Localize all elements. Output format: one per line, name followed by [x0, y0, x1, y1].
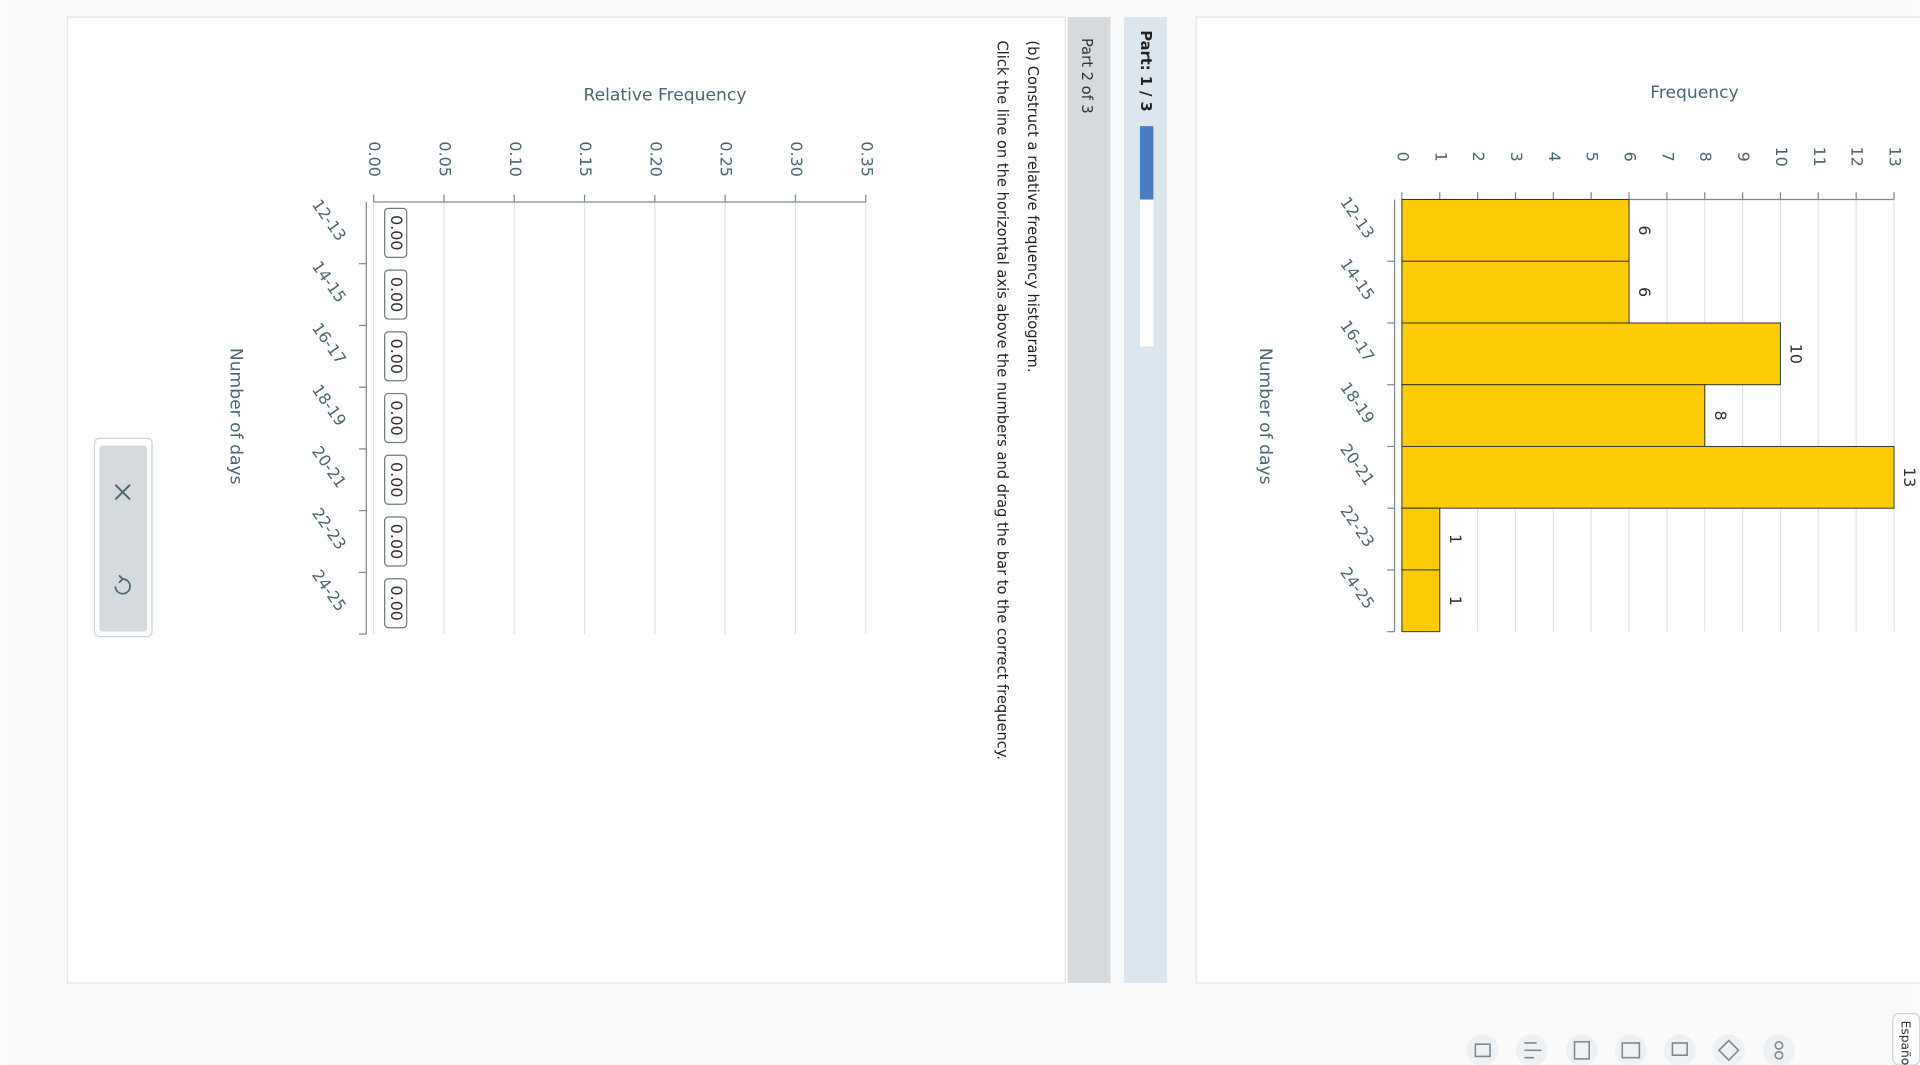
value-input[interactable] — [384, 516, 408, 567]
value-label: 0.00 — [387, 524, 406, 559]
value-input[interactable] — [384, 331, 408, 382]
icon-glyph — [1474, 1043, 1491, 1058]
x-tick-label: 0.30 — [787, 141, 806, 176]
bar — [1401, 445, 1895, 509]
x-tick-label: 0.10 — [506, 141, 525, 176]
bar — [1401, 260, 1630, 324]
x-tick-label: 0.35 — [857, 141, 876, 176]
part-indicator: Part: 1 / 3 — [1137, 30, 1154, 111]
icon-glyph — [1774, 1040, 1784, 1050]
x-tick-label: 7 — [1658, 152, 1677, 162]
tool-box-inner — [99, 445, 148, 632]
value-input[interactable] — [384, 269, 408, 320]
value-label: 0.00 — [387, 586, 406, 621]
x-tick-label: 0.25 — [717, 141, 736, 176]
x-tick-label: 0.00 — [365, 141, 384, 176]
axis-label: Number of days — [1255, 348, 1275, 485]
x-tick-label: 0.05 — [435, 141, 454, 176]
instruction-text: Click the line on the horizontal axis ab… — [994, 40, 1011, 760]
value-label: 0.00 — [387, 215, 406, 250]
bar — [1401, 199, 1630, 262]
x-tick-label: 10 — [1772, 147, 1791, 167]
bar — [1401, 322, 1781, 386]
icon-glyph — [1573, 1040, 1591, 1060]
x-tick-label: 11 — [1810, 147, 1829, 167]
tool-icon[interactable] — [1565, 1034, 1598, 1065]
part-label: Part 2 of 3 — [1078, 38, 1095, 114]
reset-button[interactable] — [114, 574, 131, 595]
tool-icon[interactable] — [1712, 1034, 1745, 1065]
icon-glyph — [1671, 1042, 1688, 1057]
tool-icon[interactable] — [1466, 1034, 1499, 1065]
value-label: 6 — [1635, 225, 1654, 235]
answer-panel — [66, 16, 1066, 984]
x-tick-label: 6 — [1621, 152, 1640, 162]
x-tick-label: 0 — [1393, 152, 1412, 162]
instruction-title: (b) Construct a relative frequency histo… — [1024, 40, 1041, 372]
chart-title: Frequency — [1650, 83, 1738, 103]
bar — [1401, 507, 1441, 571]
bar — [1401, 384, 1706, 447]
clear-button[interactable] — [114, 484, 131, 501]
progress-fill — [1139, 126, 1154, 200]
value-input[interactable] — [384, 392, 408, 444]
value-label: 0.00 — [387, 400, 406, 435]
x-tick-label: 0.15 — [576, 141, 595, 176]
value-input[interactable] — [384, 207, 408, 258]
value-label: 8 — [1711, 411, 1730, 421]
x-tick-label: 4 — [1545, 152, 1564, 162]
icon-glyph — [1774, 1050, 1784, 1060]
value-label: 6 — [1635, 287, 1654, 297]
x-tick-label: 8 — [1696, 152, 1715, 162]
tool-icon[interactable] — [1663, 1034, 1696, 1065]
value-label: 13 — [1900, 467, 1919, 487]
x-tick-label: 0.20 — [646, 141, 665, 176]
x-tick-label: 2 — [1469, 152, 1488, 162]
tool-icon[interactable] — [1614, 1034, 1647, 1065]
axis-label: Number of days — [225, 348, 245, 485]
x-tick-label: 13 — [1886, 147, 1905, 167]
value-label: 0.00 — [387, 277, 406, 312]
value-label: 1 — [1446, 534, 1465, 544]
icon-glyph — [1717, 1039, 1740, 1062]
value-input[interactable] — [384, 454, 408, 505]
x-tick-label: 3 — [1507, 152, 1526, 162]
value-label: 10 — [1787, 344, 1806, 364]
x-tick-label: 5 — [1583, 152, 1602, 162]
x-tick-label: 12 — [1848, 147, 1867, 167]
part-strip — [1067, 17, 1111, 983]
chart-title: Relative Frequency — [583, 85, 746, 105]
value-label: 1 — [1446, 596, 1465, 606]
value-label: 0.00 — [387, 462, 406, 497]
bar — [1401, 569, 1441, 633]
x-tick-label: 9 — [1734, 152, 1753, 162]
icon-glyph — [1621, 1042, 1641, 1059]
language-label[interactable]: Españo — [1899, 1021, 1913, 1065]
icon-glyph — [1524, 1042, 1542, 1059]
value-label: 0.00 — [387, 339, 406, 374]
x-tick-label: 1 — [1431, 152, 1450, 162]
value-input[interactable] — [384, 578, 408, 629]
toolbar — [1466, 1034, 1795, 1065]
